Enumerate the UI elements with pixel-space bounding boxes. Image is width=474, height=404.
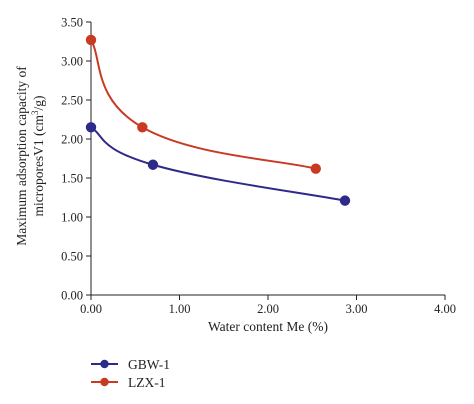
- y-tick-label: 1.50: [61, 172, 83, 186]
- legend-item-gbw-1: GBW-1: [91, 357, 170, 372]
- x-axis-title: Water content Me (%): [208, 319, 328, 334]
- y-tick-label: 3.50: [61, 16, 83, 30]
- legend-item-lzx-1: LZX-1: [91, 375, 166, 390]
- series-line-gbw-1: [90, 126, 346, 202]
- y-tick-label: 0.00: [61, 289, 83, 303]
- legend-label-lzx-1: LZX-1: [128, 375, 166, 390]
- data-point-gbw-1: [339, 195, 351, 206]
- y-tick-label: 0.50: [61, 250, 83, 264]
- y-tick-label: 2.50: [61, 94, 83, 108]
- legend-label-gbw-1: GBW-1: [128, 357, 170, 372]
- legend-marker-lzx-1: [100, 377, 109, 387]
- data-point-lzx-1: [310, 163, 321, 174]
- y-tick-label: 2.00: [61, 133, 83, 147]
- y-axis-title: Maximum adsorption capacity of micropore…: [14, 66, 46, 246]
- legend: GBW-1 LZX-1: [91, 357, 170, 390]
- data-point-lzx-1: [137, 122, 148, 133]
- y-axis-title-line1: Maximum adsorption capacity of: [14, 66, 29, 246]
- x-tick-label: 3.00: [346, 302, 368, 316]
- x-tick-label: 2.00: [257, 302, 279, 316]
- x-tick-label: 4.00: [434, 302, 456, 316]
- y-tick-label: 3.00: [61, 55, 83, 69]
- x-tick-label: 0.00: [80, 302, 102, 316]
- series-line-lzx-1: [90, 39, 317, 170]
- legend-marker-gbw-1: [100, 359, 109, 369]
- data-point-lzx-1: [85, 34, 97, 46]
- x-tick-label: 1.00: [169, 302, 191, 316]
- y-tick-label: 1.00: [61, 211, 83, 225]
- data-point-gbw-1: [147, 159, 159, 170]
- y-axis-title-line2: microporesV1 (cm3/g): [30, 95, 46, 216]
- data-point-gbw-1: [85, 122, 97, 133]
